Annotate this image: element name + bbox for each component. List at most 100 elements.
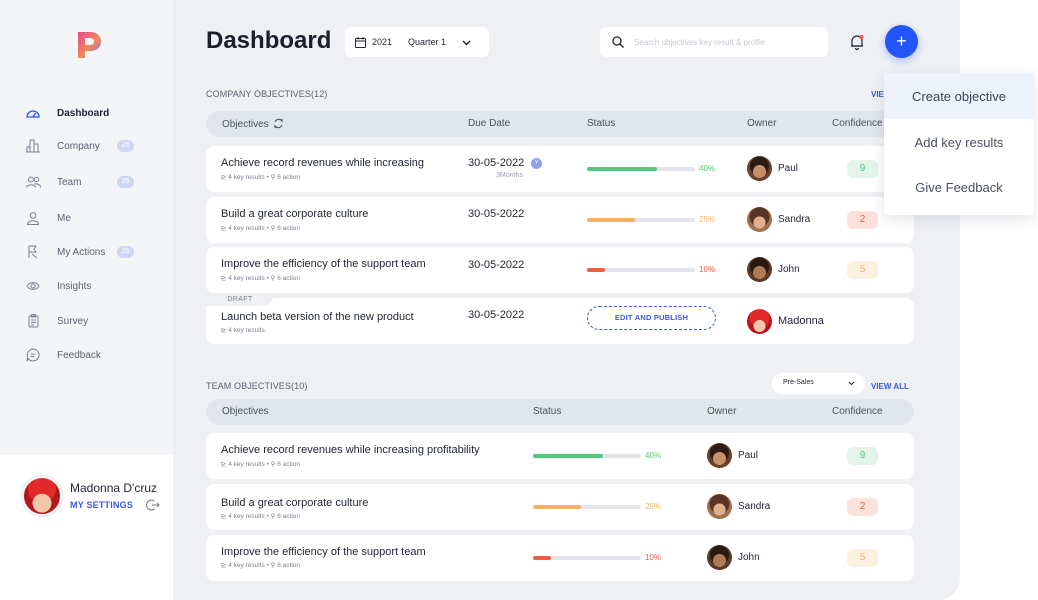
progress-bar xyxy=(533,556,641,560)
chevron-down-icon xyxy=(848,381,855,386)
sidebar-item-dashboard[interactable]: Dashboard xyxy=(0,100,173,126)
avatar[interactable] xyxy=(707,443,732,468)
objective-title: Achieve record revenues while increasing… xyxy=(221,444,480,456)
key-results-icon: ⊵ xyxy=(221,513,229,520)
key-results-count: 4 key results xyxy=(228,225,265,232)
team-table-header: Objectives Status Owner Confidence xyxy=(206,399,914,425)
owner-name: John xyxy=(778,264,800,275)
progress-fill xyxy=(587,218,635,222)
my-settings-link[interactable]: MY SETTINGS xyxy=(70,500,134,510)
logo xyxy=(78,32,101,58)
period-selector[interactable]: 2021 Quarter 1 xyxy=(345,27,489,57)
edit-and-publish-button[interactable]: EDIT AND PUBLISH xyxy=(587,306,716,330)
sidebar-item-label: Feedback xyxy=(57,349,101,361)
key-results-icon: ⊵ xyxy=(221,225,229,232)
progress-bar xyxy=(587,218,695,222)
team-objectives-label: TEAM OBJECTIVES(10) xyxy=(206,381,308,391)
person-icon xyxy=(24,209,42,227)
table-row[interactable]: Improve the efficiency of the support te… xyxy=(206,535,914,581)
company-view-all-link[interactable]: VIE xyxy=(871,90,884,99)
sidebar-item-label: My Actions xyxy=(57,246,106,258)
search-icon xyxy=(612,36,624,48)
table-row[interactable]: Build a great corporate culture ⊵ 4 key … xyxy=(206,484,914,530)
sort-icon[interactable] xyxy=(273,118,284,129)
avatar[interactable] xyxy=(747,207,772,232)
sidebar: Dashboard Company 25 Team 25 Me xyxy=(0,0,173,600)
sidebar-item-team[interactable]: Team 25 xyxy=(0,169,173,195)
objective-meta: ⊵ 4 key results • ⚲ 6 action xyxy=(221,461,301,468)
owner-name: Paul xyxy=(778,163,799,174)
avatar[interactable] xyxy=(747,257,772,282)
sidebar-item-label: Company xyxy=(57,140,100,152)
confidence-badge: 5 xyxy=(847,549,878,567)
table-row-draft[interactable]: DRAFT Launch beta version of the new pro… xyxy=(206,294,914,344)
eye-icon xyxy=(24,277,42,295)
speedometer-icon xyxy=(24,104,42,122)
action-icon: ⚲ xyxy=(270,275,278,282)
team-view-all-link[interactable]: VIEW ALL xyxy=(871,382,909,391)
table-row[interactable]: Achieve record revenues while increasing… xyxy=(206,433,914,479)
clipboard-icon xyxy=(24,312,42,330)
actions-count: 6 action xyxy=(277,461,301,468)
menu-item-add-key-results[interactable]: Add key results xyxy=(914,134,1004,150)
avatar[interactable] xyxy=(22,476,62,516)
avatar[interactable] xyxy=(747,156,772,181)
objective-meta: ⊵ 4 key results • ⚲ 6 action xyxy=(221,562,301,569)
sidebar-item-company[interactable]: Company 25 xyxy=(0,133,173,159)
sidebar-item-feedback[interactable]: Feedback xyxy=(0,342,173,368)
sidebar-item-me[interactable]: Me xyxy=(0,205,173,231)
objective-title: Achieve record revenues while increasing xyxy=(221,157,424,169)
sidebar-item-survey[interactable]: Survey xyxy=(0,308,173,334)
confidence-badge: 9 xyxy=(847,447,878,465)
key-results-count: 4 key results xyxy=(228,513,265,520)
menu-item-give-feedback[interactable]: Give Feedback xyxy=(915,179,1003,195)
action-icon: ⚲ xyxy=(270,513,278,520)
objective-title: Improve the efficiency of the support te… xyxy=(221,546,426,558)
chat-icon xyxy=(24,346,42,364)
col-due-date: Due Date xyxy=(468,118,511,129)
due-date: 30-05-2022 xyxy=(468,309,525,321)
objective-meta: ⊵ 4 key results • ⚲ 6 action xyxy=(221,225,301,232)
confidence-badge: 2 xyxy=(847,498,878,516)
objective-title: Build a great corporate culture xyxy=(221,208,369,220)
table-row[interactable]: Improve the efficiency of the support te… xyxy=(206,247,914,293)
progress-bar xyxy=(533,454,641,458)
progress-bar xyxy=(587,268,695,272)
objective-title: Build a great corporate culture xyxy=(221,497,369,509)
avatar[interactable] xyxy=(707,494,732,519)
table-row[interactable]: Build a great corporate culture ⊵ 4 key … xyxy=(206,197,914,243)
draft-badge: DRAFT xyxy=(206,294,274,306)
avatar[interactable] xyxy=(707,545,732,570)
logout-icon[interactable] xyxy=(146,498,160,512)
team-filter-select[interactable]: Pre-Sales xyxy=(772,373,865,394)
objective-meta: ⊵ 4 key results • ⚲ 6 action xyxy=(221,174,301,181)
avatar[interactable] xyxy=(747,309,772,334)
col-owner: Owner xyxy=(747,118,777,129)
calendar-icon xyxy=(355,36,366,48)
quarter-value: Quarter 1 xyxy=(408,37,447,47)
col-objectives[interactable]: Objectives xyxy=(222,118,284,130)
create-button[interactable]: + xyxy=(885,25,918,58)
menu-item-create-objective[interactable]: Create objective xyxy=(884,73,1034,119)
page-title: Dashboard xyxy=(206,27,332,54)
sidebar-item-label: Insights xyxy=(57,280,92,292)
bell-icon[interactable] xyxy=(848,33,866,51)
col-confidence: Confidence xyxy=(832,406,883,417)
progress-fill xyxy=(587,167,657,171)
progress-fill xyxy=(587,268,605,272)
col-objectives-label: Objectives xyxy=(222,119,269,130)
app-window: Dashboard Company 25 Team 25 Me xyxy=(0,0,960,600)
plus-icon: + xyxy=(896,31,907,51)
search-box[interactable] xyxy=(600,27,828,57)
sidebar-item-insights[interactable]: Insights xyxy=(0,273,173,299)
owner-name: Sandra xyxy=(778,214,811,225)
col-objectives: Objectives xyxy=(222,406,269,417)
action-icon: ⚲ xyxy=(270,461,278,468)
due-remaining: 3Months xyxy=(496,172,523,179)
sidebar-item-my-actions[interactable]: My Actions 25 xyxy=(0,239,173,265)
actions-count: 6 action xyxy=(277,513,301,520)
table-row[interactable]: Achieve record revenues while increasing… xyxy=(206,146,914,192)
search-input[interactable] xyxy=(634,33,822,51)
objective-title: Launch beta version of the new product xyxy=(221,311,414,323)
col-status: Status xyxy=(533,406,562,417)
